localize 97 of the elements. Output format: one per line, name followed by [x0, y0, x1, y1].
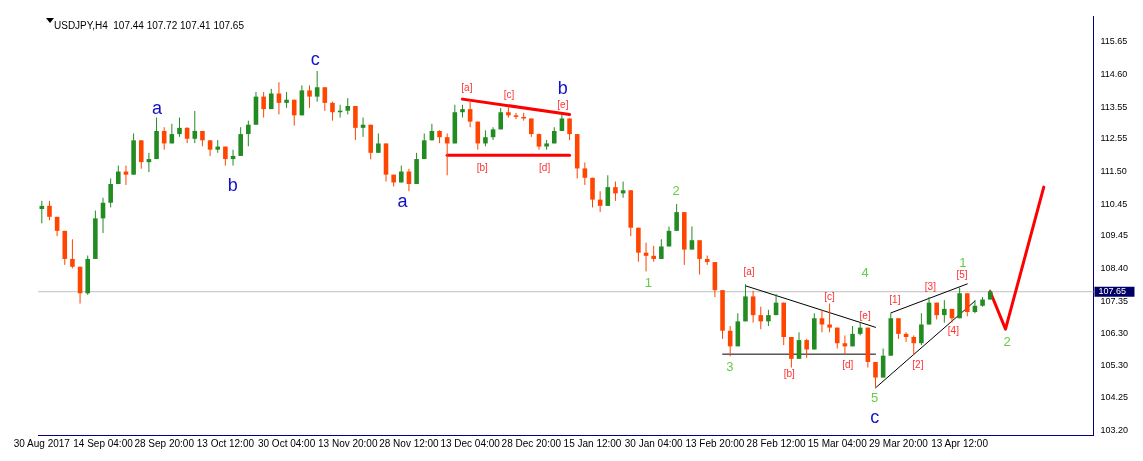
x-tick-label: 29 Mar 20:00: [868, 437, 929, 449]
y-tick-label: 108.40: [1100, 262, 1128, 273]
annotation: [d]: [539, 162, 551, 174]
candlestick: [674, 203, 679, 232]
candlestick: [314, 70, 320, 103]
annotation: a: [151, 97, 163, 118]
chart-title: USDJPY,H4 107.44 107.72 107.41 107.65: [54, 20, 245, 32]
annotation: 5: [871, 390, 879, 406]
annotation: [e]: [557, 98, 569, 110]
candlestick: [529, 117, 534, 138]
candlestick: [582, 161, 588, 186]
annotation: [a]: [743, 266, 755, 278]
annotation: [5]: [956, 269, 968, 281]
candlestick: [789, 336, 794, 369]
x-tick-label: 13 Dec 04:00: [440, 437, 501, 449]
candlestick: [613, 181, 618, 202]
annotation: c: [310, 48, 320, 69]
candlestick: [964, 292, 970, 317]
annotation: 2: [672, 183, 680, 199]
candlestick: [475, 121, 481, 151]
annotation: [3]: [924, 280, 937, 292]
y-tick-label: 109.45: [1100, 230, 1128, 241]
annotation: 1: [644, 274, 652, 290]
candlestick: [291, 99, 297, 127]
candlestick: [873, 361, 878, 388]
candlestick: [70, 238, 75, 269]
candlestick: [827, 303, 832, 333]
candlestick: [376, 132, 381, 154]
candlestick: [330, 101, 335, 122]
y-tick-label: 105.30: [1100, 359, 1128, 370]
annotation: 1: [959, 255, 967, 271]
x-tick-label: 28 Feb 12:00: [746, 437, 806, 449]
annotation: 3: [726, 359, 734, 375]
x-tick-label: 13 Apr 12:00: [931, 437, 989, 449]
y-tick-label: 113.55: [1100, 102, 1128, 113]
candlestick: [353, 105, 358, 141]
annotation: [e]: [859, 310, 871, 322]
x-tick-label: 30 Aug 2017: [13, 437, 71, 449]
candlestick: [567, 117, 572, 141]
y-tick-label: 103.20: [1100, 425, 1128, 436]
candlestick: [138, 139, 144, 170]
candlestick: [896, 317, 901, 340]
x-tick-label: 30 Oct 04:00: [257, 437, 316, 449]
x-tick-label: 15 Mar 04:00: [807, 437, 868, 449]
annotation: [b]: [783, 368, 796, 380]
candlestick: [758, 306, 764, 330]
candlestick: [942, 299, 947, 324]
x-tick-label: 13 Feb 20:00: [685, 437, 745, 449]
annotation: b: [557, 77, 568, 98]
candlestick: [467, 99, 473, 128]
annotation: [4]: [947, 324, 960, 336]
y-tick-label: 104.25: [1100, 392, 1128, 403]
x-tick-label: 13 Oct 12:00: [196, 437, 255, 449]
candlestick: [513, 112, 519, 120]
y-tick-label: 106.30: [1100, 328, 1128, 339]
x-tick-label: 13 Nov 20:00: [318, 437, 378, 449]
candlestick: [659, 238, 664, 260]
x-tick-label: 15 Jan 12:00: [563, 437, 622, 449]
y-tick-label: 114.60: [1100, 69, 1128, 80]
candlestick: [177, 117, 182, 138]
annotation: [1]: [889, 294, 901, 306]
candlestick: [919, 312, 924, 346]
annotation: [d]: [842, 359, 854, 371]
candlestick: [238, 126, 243, 157]
annotation: [b]: [476, 162, 489, 174]
candlestick: [590, 177, 595, 208]
candlestick: [307, 84, 312, 109]
candlestick: [421, 132, 427, 160]
x-tick-label: 28 Nov 12:00: [379, 437, 440, 449]
candlestick: [47, 200, 52, 221]
y-tick-label: 115.65: [1100, 36, 1128, 47]
candlestick: [261, 91, 266, 119]
annotation: b: [227, 174, 238, 195]
annotation: a: [397, 191, 409, 212]
annotation: [c]: [503, 89, 515, 101]
x-tick-label: 14 Sep 04:00: [73, 437, 134, 449]
y-tick-label: 107.35: [1100, 295, 1128, 306]
y-tick-label: 112.55: [1100, 133, 1128, 144]
candlestick: [697, 239, 702, 276]
annotation: 4: [861, 264, 869, 280]
candlestick: [689, 225, 695, 251]
y-tick-label: 111.50: [1100, 166, 1127, 177]
candlestick: [804, 338, 809, 359]
candlestick: [192, 110, 198, 144]
x-tick-label: 30 Jan 04:00: [624, 437, 684, 449]
candlestick: [911, 334, 917, 356]
annotation: [c]: [824, 291, 836, 303]
candlestick: [246, 120, 251, 147]
annotation: c: [870, 406, 880, 427]
candlestick: [108, 177, 113, 208]
y-tick-label: 110.45: [1100, 198, 1128, 209]
ref-line-label: 107.65: [1098, 286, 1126, 297]
x-tick-label: 28 Dec 20:00: [501, 437, 562, 449]
annotation: [a]: [461, 82, 473, 94]
annotation: [2]: [912, 359, 924, 371]
x-tick-label: 28 Sep 20:00: [134, 437, 195, 449]
annotation: 2: [1003, 334, 1011, 350]
